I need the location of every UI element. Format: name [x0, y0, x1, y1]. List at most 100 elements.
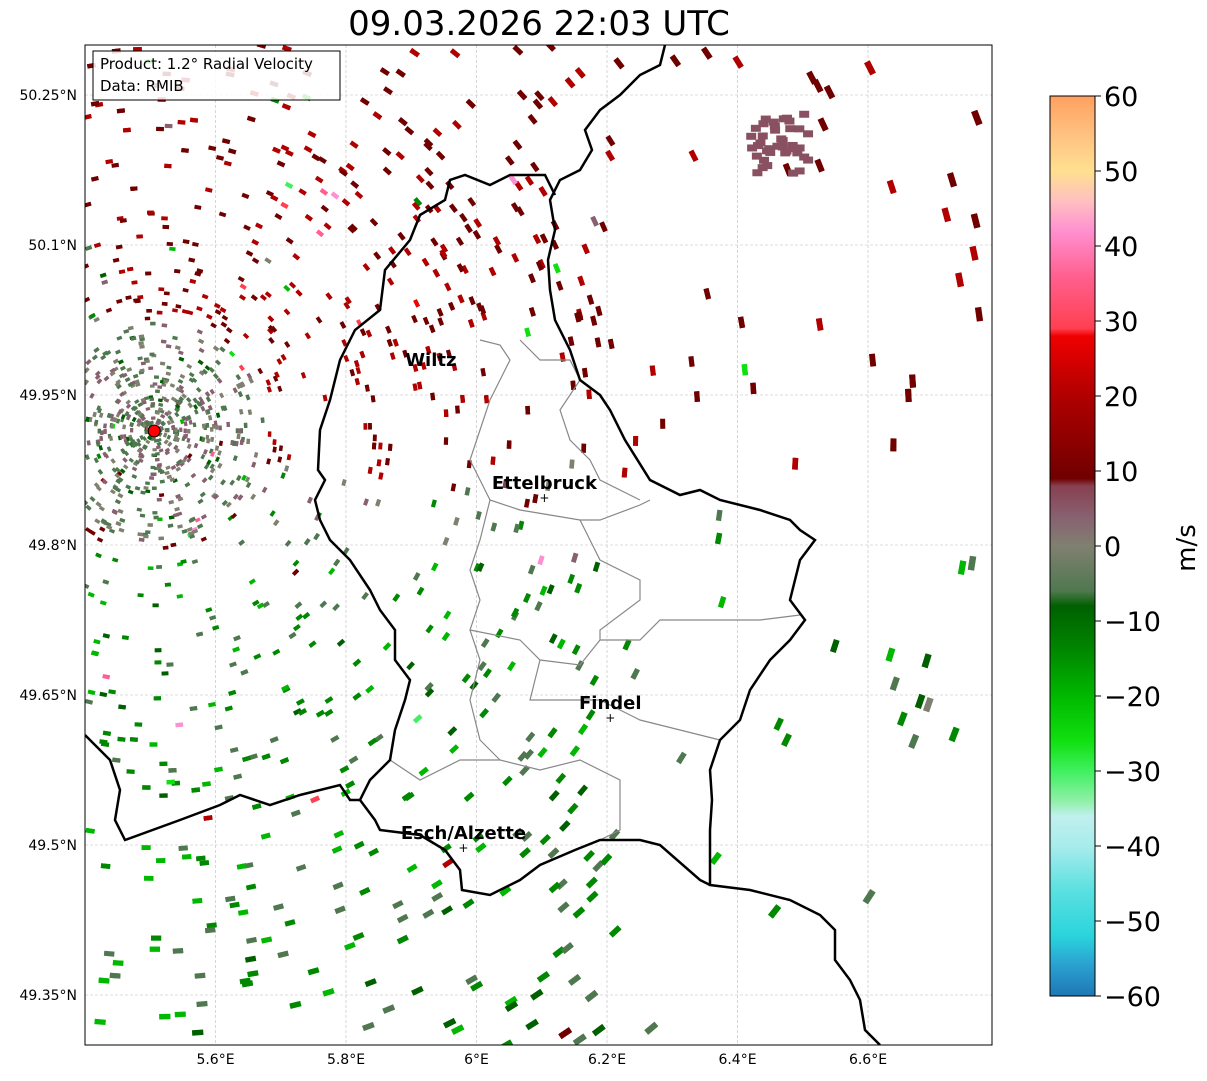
echo-gate — [577, 275, 586, 287]
echo-gate — [532, 98, 544, 110]
echo-gate — [232, 493, 239, 500]
echo-gate — [315, 316, 323, 324]
echo-gate — [273, 519, 280, 527]
echo-gate — [605, 149, 615, 162]
echo-gate — [217, 450, 222, 456]
echo-gate — [200, 453, 206, 460]
echo-gate — [164, 163, 172, 169]
echo-gate — [117, 408, 123, 415]
echo-gate — [669, 54, 682, 68]
echo-gate — [442, 537, 450, 546]
echo-gate — [274, 213, 283, 220]
echo-gate — [465, 98, 476, 109]
echo-gate — [137, 295, 144, 300]
echo-gate — [85, 827, 95, 834]
echo-gate — [441, 631, 451, 642]
echo-gate — [955, 272, 965, 288]
echo-gate — [510, 202, 520, 213]
echo-gate — [372, 434, 377, 442]
echo-gate — [100, 354, 107, 361]
echo-gate — [241, 474, 247, 481]
echo-gate — [132, 461, 139, 467]
echo-gate — [314, 175, 324, 184]
echo-gate — [284, 181, 294, 189]
echo-gate — [328, 567, 336, 576]
echo-gate — [137, 593, 144, 598]
echo-gate — [387, 443, 393, 451]
echo-gate — [389, 352, 396, 361]
echo-gate — [449, 48, 461, 59]
echo-gate — [233, 635, 241, 642]
echo-gate — [517, 520, 525, 530]
echo-gate — [457, 294, 465, 304]
echo-gate — [181, 147, 189, 153]
echo-gate — [116, 108, 126, 114]
echo-gate — [470, 980, 484, 992]
echo-gate — [516, 89, 528, 101]
echo-gate — [188, 377, 195, 383]
echo-gate — [709, 851, 722, 866]
echo-gate — [157, 398, 163, 403]
echo-gate — [303, 538, 311, 546]
echo-gate — [545, 481, 551, 492]
echo-gate — [153, 438, 159, 443]
echo-gate — [776, 135, 787, 143]
echo-gate — [168, 500, 174, 505]
echo-gate — [191, 528, 199, 534]
echo-gate — [210, 436, 215, 442]
echo-gate — [126, 413, 132, 420]
country-border — [546, 45, 881, 1045]
echo-gate — [303, 145, 313, 153]
echo-gate — [143, 486, 149, 490]
echo-gate — [594, 337, 602, 348]
echo-gate — [382, 86, 394, 96]
echo-gate — [151, 416, 156, 420]
echo-gate — [122, 464, 129, 470]
echo-gate — [453, 517, 460, 526]
echo-gate — [98, 445, 103, 451]
echo-gate — [91, 650, 100, 656]
echo-gate — [451, 362, 458, 372]
echo-gate — [455, 236, 464, 247]
canton-boundaries — [519, 339, 641, 501]
echo-gate — [585, 876, 598, 889]
echo-gate — [436, 308, 444, 317]
echo-gate — [293, 708, 302, 716]
echo-gate — [204, 187, 213, 193]
echo-gate — [218, 425, 222, 431]
echo-gate — [173, 512, 179, 518]
echo-gate — [178, 356, 185, 362]
echo-gate — [269, 510, 276, 517]
echo-gate — [291, 568, 300, 576]
echo-gate — [97, 428, 101, 434]
echo-gate — [130, 405, 137, 411]
echo-gate — [191, 1029, 204, 1036]
echo-gate — [253, 653, 262, 660]
echo-gate — [524, 175, 535, 186]
echo-gate — [473, 218, 482, 228]
echo-gate — [149, 397, 155, 402]
echo-gate — [144, 429, 148, 435]
echo-gate — [382, 147, 392, 156]
echo-gate — [155, 389, 160, 394]
echo-gate — [505, 155, 515, 166]
echo-gate — [688, 149, 699, 163]
echo-gate — [150, 321, 156, 326]
echo-gate — [137, 356, 143, 361]
echo-gate — [272, 375, 279, 382]
echo-gate — [765, 148, 776, 156]
echo-gate — [461, 264, 469, 275]
echo-gate — [251, 257, 260, 264]
echo-gate — [117, 476, 124, 483]
echo-gate — [382, 166, 392, 176]
echo-gate — [228, 350, 236, 357]
echo-gate — [957, 560, 967, 575]
echo-gate — [781, 733, 792, 747]
echo-gate — [574, 67, 586, 79]
echo-gate — [174, 405, 181, 412]
echo-gate — [169, 477, 176, 482]
gridlines — [85, 45, 992, 1045]
echo-gate — [196, 329, 203, 335]
echo-gate — [864, 60, 876, 76]
echo-gate — [359, 328, 367, 337]
